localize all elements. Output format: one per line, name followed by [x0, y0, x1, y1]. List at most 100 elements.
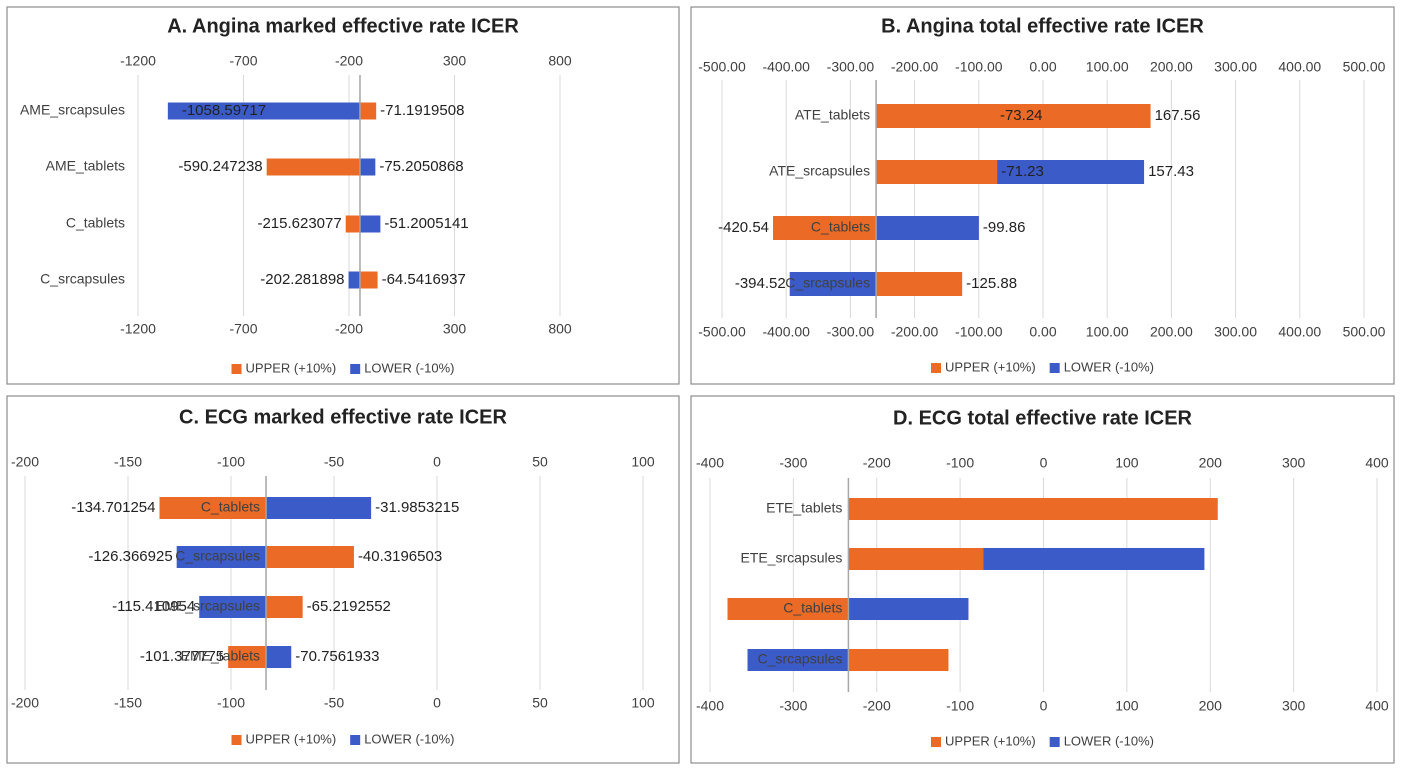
bar — [359, 102, 377, 120]
category-label: ATE_tablets — [795, 107, 870, 123]
bar — [199, 596, 267, 618]
x-tick-label-top: -200 — [863, 455, 891, 471]
x-tick-label-bottom: 0 — [433, 695, 441, 711]
category-label: C_tablets — [783, 600, 842, 616]
legend: UPPER (+10%) LOWER (-10%) — [931, 733, 1154, 748]
bar — [345, 215, 360, 233]
legend-swatch — [350, 735, 361, 745]
data-label: -70.7561933 — [295, 648, 379, 665]
category-labels: ATE_tablets ATE_srcapsules C_tablets C_srca… — [769, 107, 870, 291]
category-label: ATE_srcapsules — [769, 163, 870, 179]
x-tick-label-top: 500.00 — [1343, 59, 1386, 75]
data-label: -394.52 — [735, 275, 786, 292]
bar — [159, 497, 267, 519]
data-labels: -1058.59717 -71.1919508 -75.2050868 -590.24… — [178, 102, 468, 288]
x-tick-label-top: -1200 — [120, 53, 156, 69]
bar — [359, 215, 381, 233]
bar — [747, 649, 849, 671]
data-label: -51.2005141 — [384, 215, 468, 232]
x-tick-label-bottom: 300 — [443, 321, 467, 337]
chart-panel: B. Angina total effective rate ICER -500.… — [690, 6, 1395, 385]
x-tick-label-top: 800 — [548, 53, 572, 69]
legend: UPPER (+10%) LOWER (-10%) — [931, 359, 1154, 374]
x-tick-label-top: 300 — [443, 53, 467, 69]
x-tick-label-top: 300 — [1282, 455, 1306, 471]
x-tick-label-bottom: -200 — [11, 695, 39, 711]
category-label: C_srcapsules — [40, 271, 125, 287]
x-tick-label-bottom: -300.00 — [827, 324, 875, 340]
x-tick-label-bottom: -400.00 — [762, 324, 810, 340]
data-label: -125.88 — [966, 275, 1017, 292]
x-tick-label-bottom: 0.00 — [1029, 324, 1056, 340]
data-label: 157.43 — [1148, 163, 1194, 180]
legend-swatch — [931, 737, 942, 747]
data-label: -71.23 — [1001, 163, 1044, 180]
category-labels: AME_srcapsules AME_tablets C_tablets C_srca… — [20, 102, 125, 287]
legend-label: UPPER (+10%) — [246, 360, 337, 375]
chart-title: C. ECG marked effective rate ICER — [179, 406, 507, 428]
x-tick-label-top: -200 — [335, 53, 363, 69]
bars — [773, 104, 1151, 296]
x-tick-label-bottom: 200.00 — [1150, 324, 1193, 340]
bars — [727, 498, 1218, 671]
category-label: C_srcapsules — [758, 651, 843, 667]
bar — [876, 160, 998, 184]
legend-label: LOWER (-10%) — [364, 731, 454, 746]
x-tick-label-bottom: 0 — [1040, 698, 1048, 714]
data-label: 167.56 — [1155, 107, 1201, 124]
legend-swatch — [1049, 363, 1060, 373]
x-tick-label-bottom: 800 — [548, 321, 572, 337]
chart-panel: C. ECG marked effective rate ICER -200 -20… — [6, 395, 680, 764]
x-tick-label-bottom: -200 — [863, 698, 891, 714]
category-label: AME_srcapsules — [20, 102, 125, 118]
x-tick-label-bottom: 50 — [532, 695, 548, 711]
x-tick-label-top: -700 — [229, 53, 257, 69]
x-tick-label-bottom: 100 — [631, 695, 655, 711]
x-tick-label-top: -150 — [114, 454, 142, 470]
legend-label: UPPER (+10%) — [945, 733, 1036, 748]
bar — [848, 598, 969, 620]
x-tick-label-bottom: 300.00 — [1214, 324, 1257, 340]
bar — [789, 272, 877, 296]
x-tick-label-top: 400.00 — [1278, 59, 1321, 75]
bar — [876, 216, 979, 240]
bar — [848, 498, 1218, 520]
category-labels: ETE_tablets ETE_srcapsules C_tablets C_srca… — [740, 500, 842, 667]
x-tick-label-top: 0.00 — [1029, 59, 1056, 75]
bar — [359, 271, 378, 289]
bar — [266, 646, 292, 668]
x-tick-label-bottom: 400 — [1365, 698, 1389, 714]
x-tick-label-bottom: 300 — [1282, 698, 1306, 714]
legend-swatch — [1049, 737, 1060, 747]
x-tick-label-bottom: -700 — [229, 321, 257, 337]
data-label: -126.366925 — [88, 548, 172, 565]
chart-title: B. Angina total effective rate ICER — [881, 15, 1204, 37]
data-label: -215.623077 — [257, 215, 341, 232]
x-tick-label-top: 200 — [1199, 455, 1223, 471]
data-label: -71.1919508 — [380, 102, 464, 119]
x-tick-label-top: -100.00 — [955, 59, 1003, 75]
data-label: -420.54 — [718, 219, 769, 236]
bar — [848, 649, 949, 671]
legend-swatch — [931, 363, 942, 373]
bar — [727, 598, 849, 620]
category-label: EME_srcapsules — [155, 598, 260, 614]
category-labels: C_tablets C_srcapsules EME_srcapsules EME_t… — [155, 499, 260, 664]
x-tick-label-top: -400 — [696, 455, 724, 471]
data-label: -64.5416937 — [382, 271, 466, 288]
category-label: C_tablets — [66, 215, 125, 231]
chart-title: D. ECG total effective rate ICER — [893, 407, 1193, 429]
x-tick-label-bottom: -150 — [114, 695, 142, 711]
bar — [266, 596, 303, 618]
x-tick-label-bottom: -200 — [335, 321, 363, 337]
data-label: -40.3196503 — [358, 548, 442, 565]
data-label: -202.281898 — [260, 271, 344, 288]
bar — [876, 272, 963, 296]
bar — [359, 158, 376, 176]
bar — [176, 546, 267, 568]
x-tick-label-bottom: -1200 — [120, 321, 156, 337]
category-label: C_tablets — [811, 219, 870, 235]
category-label: C_srcapsules — [785, 275, 870, 291]
data-labels: -73.24 167.56 157.43 -71.23 -99.86 -420.54 -39… — [718, 107, 1200, 292]
x-tick-label-top: -300 — [779, 455, 807, 471]
